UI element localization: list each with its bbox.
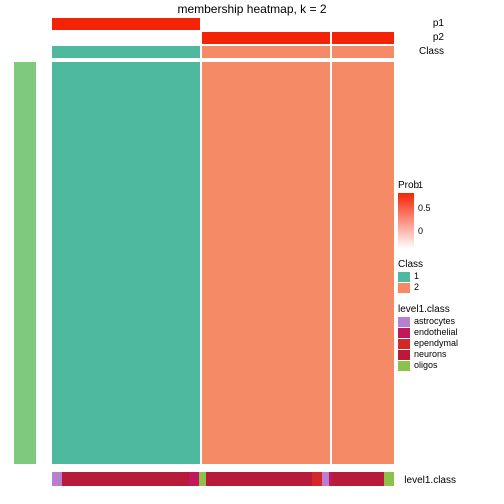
bottom-ann-seg [199, 472, 206, 486]
heatmap-column [332, 62, 394, 464]
swatch [398, 328, 410, 338]
legend-class-title: Class [398, 259, 502, 270]
prob-tick: 0.5 [418, 203, 431, 213]
legend-level1-item: ependymal [398, 339, 502, 349]
heatmap-divider [330, 18, 332, 486]
bottom-ann-seg [384, 472, 394, 486]
ann-seg [52, 18, 202, 30]
legend-level1-title: level1.class [398, 304, 502, 315]
ann-seg [52, 32, 202, 44]
prob-colorbar [398, 193, 414, 249]
swatch [398, 317, 410, 327]
ann-seg [202, 32, 332, 44]
left-sampling-bar [14, 62, 36, 464]
legends: Prob 10.50 Class 12 level1.class astrocy… [398, 180, 502, 372]
chart-title: membership heatmap, k = 2 [0, 2, 504, 16]
swatch [398, 339, 410, 349]
left-spacer [38, 62, 52, 464]
bottom-ann-seg [206, 472, 312, 486]
legend-prob: Prob 10.50 [398, 180, 502, 249]
legend-prob-title: Prob [398, 180, 502, 191]
ann-label-Class: Class [419, 46, 444, 57]
bottom-annotation [52, 470, 394, 486]
legend-class-item: 2 [398, 283, 502, 293]
heatmap-divider [200, 18, 202, 486]
ann-seg [202, 46, 332, 58]
bottom-ann-seg [332, 472, 383, 486]
swatch [398, 283, 410, 293]
swatch [398, 361, 410, 371]
ann-row-p2 [52, 32, 394, 44]
heatmap-column [202, 62, 332, 464]
bottom-ann-seg [52, 472, 62, 486]
legend-class-item: 1 [398, 272, 502, 282]
legend-item-label: oligos [414, 361, 438, 371]
swatch [398, 272, 410, 282]
ann-label-p1: p1 [433, 18, 444, 29]
prob-tick: 1 [418, 180, 431, 190]
legend-level1-item: neurons [398, 350, 502, 360]
heatmap-body [52, 62, 394, 464]
ann-seg [52, 46, 202, 58]
bottom-ann-seg [62, 472, 189, 486]
swatch [398, 350, 410, 360]
legend-item-label: ependymal [414, 339, 458, 349]
bottom-ann-seg [322, 472, 329, 486]
legend-item-label: 2 [414, 283, 419, 293]
legend-level1-item: endothelial [398, 328, 502, 338]
bottom-ann-seg [312, 472, 322, 486]
ann-seg [332, 32, 394, 44]
legend-item-label: neurons [414, 350, 447, 360]
ann-seg [332, 46, 394, 58]
bottom-annotation-label: level1.class [404, 475, 456, 486]
legend-class: Class 12 [398, 259, 502, 294]
ann-label-p2: p2 [433, 32, 444, 43]
ann-row-p1 [52, 18, 394, 30]
prob-tick: 0 [418, 226, 431, 236]
legend-item-label: astrocytes [414, 317, 455, 327]
ann-seg [202, 18, 394, 30]
top-annotations [52, 18, 394, 58]
legend-level1-item: oligos [398, 361, 502, 371]
legend-item-label: 1 [414, 272, 419, 282]
ann-row-Class [52, 46, 394, 58]
legend-item-label: endothelial [414, 328, 458, 338]
prob-ticks: 10.50 [418, 180, 431, 236]
bottom-ann-seg [189, 472, 199, 486]
heatmap-column [52, 62, 202, 464]
legend-level1: level1.class astrocytesendothelialependy… [398, 304, 502, 372]
legend-level1-item: astrocytes [398, 317, 502, 327]
